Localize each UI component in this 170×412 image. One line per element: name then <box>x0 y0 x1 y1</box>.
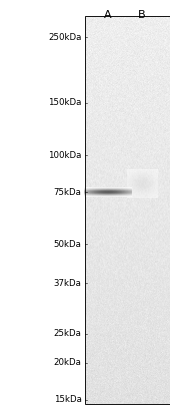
Text: 37kDa: 37kDa <box>54 279 82 288</box>
Text: 150kDa: 150kDa <box>48 98 82 108</box>
Text: 100kDa: 100kDa <box>48 151 82 160</box>
Text: 15kDa: 15kDa <box>54 395 82 404</box>
Text: 250kDa: 250kDa <box>48 33 82 42</box>
Text: 50kDa: 50kDa <box>54 240 82 249</box>
Text: 25kDa: 25kDa <box>54 329 82 338</box>
Text: 20kDa: 20kDa <box>54 358 82 367</box>
Text: A: A <box>104 10 112 20</box>
Bar <box>85 16 170 404</box>
Text: 75kDa: 75kDa <box>54 188 82 197</box>
Text: B: B <box>138 10 146 20</box>
